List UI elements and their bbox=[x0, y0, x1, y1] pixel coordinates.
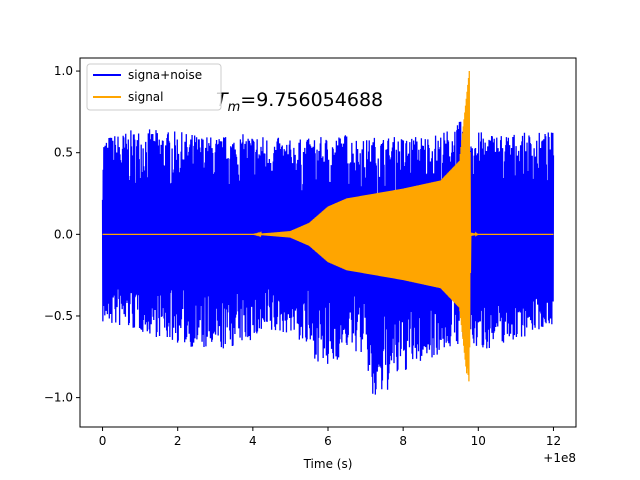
series-signal-line bbox=[102, 71, 554, 382]
x-tick-label: 10 bbox=[471, 434, 486, 448]
x-tick-label: 4 bbox=[249, 434, 257, 448]
legend-label-signal: signal bbox=[128, 90, 164, 104]
annotation-subscript: m bbox=[228, 100, 241, 115]
y-tick-label: −0.5 bbox=[44, 309, 73, 323]
x-axis-label: Time (s) bbox=[303, 457, 353, 471]
y-tick-label: 0.5 bbox=[54, 146, 73, 160]
series-layer bbox=[101, 71, 555, 395]
x-tick-label: 2 bbox=[174, 434, 182, 448]
y-axis: −1.0 −0.5 0.0 0.5 1.0 bbox=[44, 64, 80, 405]
x-tick-label: 12 bbox=[546, 434, 561, 448]
series-signal-noise-line bbox=[101, 119, 555, 395]
x-tick-label: 8 bbox=[399, 434, 407, 448]
y-tick-label: 0.0 bbox=[54, 227, 73, 241]
legend: signa+noise signal bbox=[86, 63, 222, 111]
y-tick-label: 1.0 bbox=[54, 64, 73, 78]
x-tick-label: 6 bbox=[324, 434, 332, 448]
x-tick-label: 0 bbox=[99, 434, 107, 448]
x-offset-label: +1e8 bbox=[543, 451, 576, 465]
y-tick-label: −1.0 bbox=[44, 391, 73, 405]
x-axis: 0 2 4 6 8 10 12 bbox=[99, 427, 561, 448]
legend-label-signal-noise: signa+noise bbox=[128, 68, 202, 82]
annotation-value: =9.756054688 bbox=[240, 89, 383, 111]
